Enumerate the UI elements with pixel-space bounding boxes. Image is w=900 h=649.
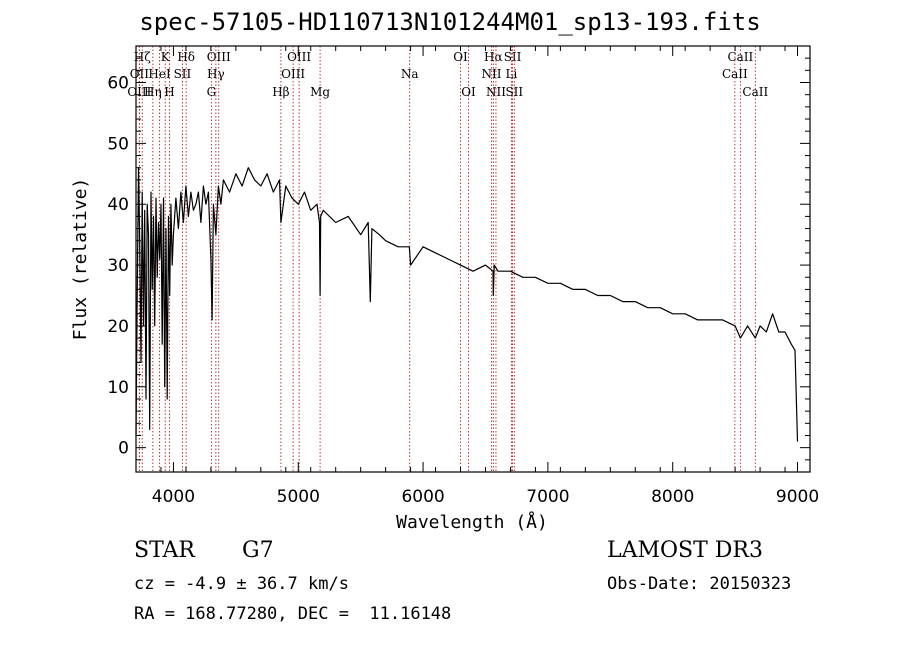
y-tick-label: 10 — [107, 378, 129, 398]
x-tick-label: 7000 — [526, 487, 569, 507]
x-tick-label: 9000 — [776, 487, 819, 507]
spectral-line-label: CaII — [727, 50, 753, 64]
spectral-line-label: SII — [174, 67, 192, 81]
spectral-line-label: Hβ — [272, 85, 289, 99]
y-axis-label: Flux (relative) — [70, 178, 91, 341]
survey-name: LAMOST DR3 — [607, 538, 763, 563]
chart-title: spec-57105-HD110713N101244M01_sp13-193.f… — [139, 8, 761, 36]
y-tick-label: 50 — [107, 134, 129, 154]
spectral-line-label: K — [161, 50, 171, 64]
spectral-line-label: Li — [506, 67, 518, 81]
spectral-line-label: H — [164, 85, 174, 99]
spectral-line-label: Hα — [484, 50, 503, 64]
spectral-line-label: OI — [461, 85, 476, 99]
y-tick-label: 20 — [107, 317, 129, 337]
spectrum-curve-layer — [135, 167, 799, 442]
y-tick-label: 40 — [107, 195, 129, 215]
spectral-line-label: NII — [481, 67, 501, 81]
spectral-line-label: HeI — [148, 67, 171, 81]
x-tick-label: 6000 — [401, 487, 444, 507]
axis-ticks-layer: 4000 5000 6000 7000 8000 9000 0 10 20 30 40 50 60 — [107, 45, 819, 507]
spectral-line-label: Hδ — [177, 50, 195, 64]
y-tick-label: 0 — [118, 439, 129, 459]
spectral-line-label: SII — [505, 85, 523, 99]
redshift-cz: cz = -4.9 ± 36.7 km/s — [134, 574, 349, 594]
spectrum-series-line — [135, 167, 799, 442]
object-subclass: G7 — [242, 538, 274, 563]
spectral-line-label: Mg — [310, 85, 330, 99]
x-axis-label: Wavelength (Å) — [396, 511, 548, 533]
ra-dec: RA = 168.77280, DEC = 11.16148 — [134, 604, 452, 624]
observation-date: Obs-Date: 20150323 — [607, 574, 792, 594]
plot-frame — [135, 45, 811, 473]
spectral-line-label: OIII — [207, 50, 231, 64]
x-tick-label: 4000 — [152, 487, 195, 507]
x-tick-label: 8000 — [651, 487, 694, 507]
spectral-line-label: OI — [453, 50, 468, 64]
spectral-line-label: Hζ — [134, 50, 151, 64]
spectral-line-label: CaII — [742, 85, 768, 99]
spectral-line-label: Hη — [144, 85, 162, 99]
object-class: STAR — [134, 538, 195, 563]
x-tick-label: 5000 — [277, 487, 320, 507]
spectral-line-label: NII — [486, 85, 506, 99]
spectral-line-label: SII — [504, 50, 522, 64]
spectral-line-label: OIII — [287, 50, 311, 64]
y-tick-label: 30 — [107, 256, 129, 276]
y-tick-label: 60 — [107, 74, 129, 94]
spectral-line-label: Na — [401, 67, 419, 81]
spectral-line-label: OIII — [281, 67, 305, 81]
spectral-line-label: Hγ — [207, 67, 225, 81]
spectral-line-label: G — [207, 85, 217, 99]
spectral-line-label: CaII — [722, 67, 748, 81]
spectral-line-label: OIII — [127, 85, 151, 99]
